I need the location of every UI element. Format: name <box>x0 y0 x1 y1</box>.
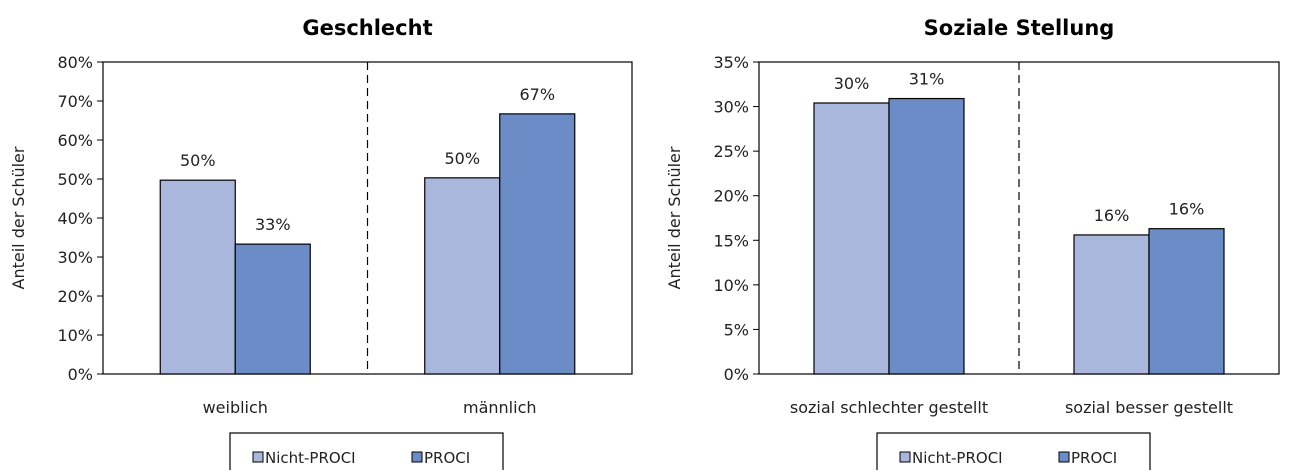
y-tick-label: 35% <box>713 53 749 72</box>
x-category-label: sozial besser gestellt <box>1065 398 1233 417</box>
y-tick-label: 20% <box>713 187 749 206</box>
legend-swatch <box>1058 451 1070 463</box>
x-category-label: sozial schlechter gestellt <box>790 398 988 417</box>
data-label: 67% <box>519 85 555 104</box>
legend-box <box>229 432 504 474</box>
bar <box>499 113 576 375</box>
y-tick-label: 5% <box>724 320 749 339</box>
bar <box>424 177 501 375</box>
y-tick-label: 0% <box>68 365 93 384</box>
data-label: 16% <box>1094 206 1130 225</box>
bar <box>234 243 311 375</box>
data-label: 50% <box>444 149 480 168</box>
data-label: 16% <box>1169 200 1205 219</box>
legend-label: Nicht-PROCI <box>265 449 356 467</box>
y-tick-label: 30% <box>57 248 93 267</box>
chart-geschlecht-svg: Geschlecht Anteil der Schüler 0% 10% 20% 30% 4… <box>9 16 633 474</box>
y-tick-label: 20% <box>57 287 93 306</box>
x-category-label: männlich <box>463 398 537 417</box>
chart-soziale-stellung-svg: Soziale Stellung Anteil der Schüler 0% 5% 10… <box>665 16 1280 474</box>
y-tick-label: 40% <box>57 209 93 228</box>
data-label: 31% <box>909 70 945 89</box>
chart-soziale-stellung: Soziale Stellung Anteil der Schüler 0% 5% 10… <box>647 0 1293 474</box>
legend-label: PROCI <box>424 449 470 467</box>
y-tick-label: 50% <box>57 170 93 189</box>
legend-label: PROCI <box>1071 449 1117 467</box>
y-tick-label: 30% <box>713 98 749 117</box>
bar <box>813 102 890 375</box>
x-category-label: weiblich <box>203 398 268 417</box>
y-tick-label: 70% <box>57 92 93 111</box>
y-tick-label: 80% <box>57 53 93 72</box>
y-axis-title: Anteil der Schüler <box>9 146 28 289</box>
y-tick-label: 15% <box>713 231 749 250</box>
legend-swatch <box>899 451 911 463</box>
y-tick-label: 25% <box>713 142 749 161</box>
data-label: 33% <box>255 215 291 234</box>
data-label: 30% <box>834 74 870 93</box>
legend-swatch <box>411 451 423 463</box>
chart-title: Soziale Stellung <box>924 16 1115 40</box>
bar <box>159 179 236 375</box>
legend-swatch <box>252 451 264 463</box>
y-axis-title: Anteil der Schüler <box>665 146 684 289</box>
y-tick-label: 0% <box>724 365 749 384</box>
bar <box>1073 234 1150 375</box>
y-tick-label: 10% <box>713 276 749 295</box>
legend-label: Nicht-PROCI <box>912 449 1003 467</box>
y-tick-label: 60% <box>57 131 93 150</box>
chart-title: Geschlecht <box>302 16 432 40</box>
chart-geschlecht: Geschlecht Anteil der Schüler 0% 10% 20% 30% 4… <box>0 0 646 474</box>
bar <box>888 97 965 375</box>
data-label: 50% <box>180 151 216 170</box>
y-tick-label: 10% <box>57 326 93 345</box>
bar <box>1148 228 1225 375</box>
